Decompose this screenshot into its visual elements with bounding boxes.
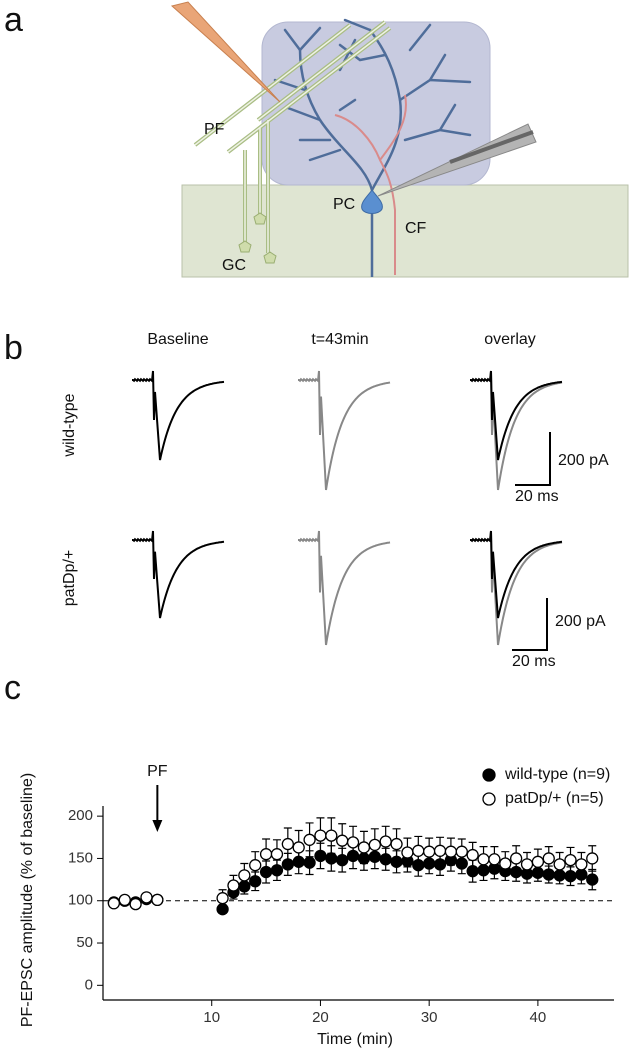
- data-point: [379, 835, 392, 848]
- data-point: [499, 857, 512, 870]
- x-tick-label: 40: [530, 1009, 547, 1026]
- data-point: [466, 848, 479, 862]
- pf-label: PF: [204, 121, 225, 138]
- data-point: [129, 897, 142, 911]
- data-point: [488, 853, 501, 866]
- y-tick-label: 150: [68, 849, 93, 866]
- data-point: [412, 844, 425, 857]
- data-point: [151, 893, 164, 907]
- data-point: [227, 879, 240, 892]
- data-point: [216, 892, 229, 905]
- x-axis-label: Time (min): [317, 1031, 393, 1048]
- row-title: wild-type: [61, 393, 78, 457]
- scale-current: 200 pA: [555, 613, 606, 630]
- pc-label: PC: [333, 196, 355, 213]
- stim-pipette: [170, 1, 281, 103]
- current-trace: [132, 530, 225, 619]
- data-point: [575, 858, 588, 871]
- y-tick-label: 200: [68, 807, 93, 824]
- column-title: t=43min: [311, 331, 368, 348]
- data-point: [249, 859, 262, 872]
- current-trace: [298, 530, 391, 646]
- panel-label: c: [4, 669, 21, 707]
- data-point: [140, 891, 153, 904]
- traces: [132, 370, 563, 646]
- data-point: [238, 869, 251, 882]
- data-point: [553, 858, 566, 871]
- data-point: [368, 838, 381, 852]
- current-trace: [470, 370, 563, 491]
- legend-marker: [482, 792, 496, 806]
- rec-pipette-shade: [449, 130, 534, 164]
- data-point: [401, 846, 414, 859]
- scale-bars: [512, 432, 551, 651]
- data-point: [509, 852, 523, 865]
- y-axis-label: PF-EPSC amplitude (% of baseline): [19, 773, 36, 1027]
- column-title: overlay: [484, 331, 536, 348]
- data-point: [444, 845, 458, 858]
- fiber-highlights: [194, 21, 391, 253]
- climbing-fiber: [334, 94, 407, 275]
- data-point: [564, 853, 577, 867]
- legend-marker: [482, 768, 496, 782]
- data-point: [303, 856, 316, 869]
- arrow-head: [152, 820, 163, 832]
- current-trace: [132, 370, 225, 461]
- y-tick-label: 50: [76, 934, 93, 951]
- panel-label: a: [4, 1, 23, 39]
- data-point: [336, 834, 349, 847]
- data-point: [433, 844, 447, 857]
- data-point: [325, 852, 338, 865]
- panel-label: b: [4, 329, 23, 367]
- y-tick-label: 100: [68, 892, 93, 909]
- gc-label: GC: [222, 257, 246, 274]
- data-point: [357, 841, 371, 854]
- data-point: [281, 837, 294, 851]
- data-point: [259, 848, 273, 861]
- pc-soma: [361, 189, 383, 214]
- cf-label: CF: [405, 220, 427, 237]
- data-point: [314, 829, 327, 842]
- data-point: [477, 853, 490, 866]
- data-point: [520, 858, 534, 871]
- data-point: [325, 829, 338, 842]
- chart: Time (min) PF-EPSC amplitude (% of basel…: [19, 763, 614, 1048]
- scale-current: 200 pA: [558, 452, 609, 469]
- column-title: Baseline: [147, 331, 208, 348]
- granule-cells: [238, 212, 277, 264]
- x-tick-label: 10: [203, 1009, 220, 1026]
- legend-label: wild-type (n=9): [504, 766, 610, 783]
- data-point: [586, 873, 599, 886]
- scale-time: 20 ms: [515, 488, 559, 505]
- current-trace: [298, 370, 391, 491]
- data-point: [303, 833, 316, 846]
- data-point: [292, 841, 305, 854]
- x-tick-label: 20: [312, 1009, 329, 1026]
- current-trace: [470, 530, 563, 646]
- x-tick-label: 30: [421, 1009, 438, 1026]
- diagram: PF PC CF GC: [170, 1, 629, 278]
- legend-label: patDp/+ (n=5): [505, 790, 604, 807]
- data-point: [107, 897, 121, 910]
- data-point: [542, 852, 555, 865]
- current-trace: [470, 530, 563, 619]
- data-point: [423, 845, 436, 858]
- row-title: patDp/+: [61, 550, 78, 606]
- data-point: [531, 855, 545, 868]
- current-trace: [470, 370, 563, 461]
- data-point: [270, 848, 284, 861]
- data-point: [118, 893, 131, 907]
- data-point: [346, 836, 360, 849]
- granular-layer: [181, 184, 629, 278]
- data-point: [455, 845, 468, 858]
- y-tick-label: 0: [85, 976, 93, 993]
- annotation: PF: [147, 763, 168, 780]
- scale-time: 20 ms: [512, 653, 556, 670]
- data-point: [390, 837, 403, 851]
- data-point: [586, 852, 599, 865]
